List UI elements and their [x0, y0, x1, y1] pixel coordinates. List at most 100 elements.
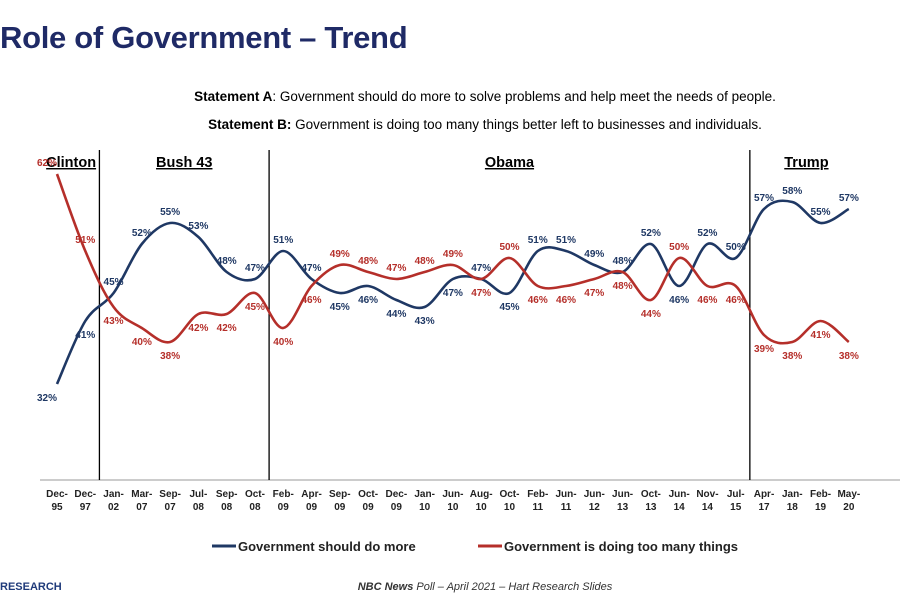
x-tick-label: Jun-12	[584, 489, 605, 513]
data-label: 52%	[641, 228, 661, 239]
x-tick-label: Sep-07	[159, 489, 181, 513]
x-tick-label: Jan-10	[414, 489, 435, 513]
statement-b-label: Statement B:	[208, 117, 292, 132]
data-label: 50%	[669, 242, 689, 253]
x-tick-label: Oct-10	[499, 489, 519, 513]
footer-source: NBC News Poll – April 2021 – Hart Resear…	[0, 581, 900, 593]
x-tick-label: Jan-02	[103, 489, 124, 513]
data-label: 52%	[697, 228, 717, 239]
data-label: 32%	[37, 393, 57, 404]
data-label: 55%	[811, 207, 831, 218]
data-label: 42%	[217, 323, 237, 334]
data-label: 47%	[471, 288, 491, 299]
research-logo: RESEARCH	[0, 581, 62, 593]
x-tick-label: Feb-09	[273, 489, 294, 513]
data-label: 51%	[528, 235, 548, 246]
data-label: 41%	[811, 330, 831, 341]
data-label: 47%	[245, 263, 265, 274]
legend-label: Government is doing too many things	[504, 539, 738, 554]
data-label: 46%	[669, 295, 689, 306]
data-label: 45%	[245, 302, 265, 313]
statement-a: Statement A: Government should do more t…	[0, 89, 900, 104]
data-label: 51%	[273, 235, 293, 246]
x-tick-label: Mar-07	[131, 489, 152, 513]
data-label: 58%	[782, 186, 802, 197]
data-label: 62%	[37, 158, 57, 169]
x-tick-label: Oct-13	[641, 489, 661, 513]
data-label: 48%	[613, 281, 633, 292]
era-label: Clinton	[46, 155, 96, 171]
legend-label: Government should do more	[238, 539, 416, 554]
x-tick-label: Apr-09	[301, 489, 322, 513]
statement-a-text: : Government should do more to solve pro…	[272, 89, 776, 104]
x-tick-label: Nov-14	[696, 489, 718, 513]
data-label: 47%	[584, 288, 604, 299]
x-tick-label: Oct-09	[358, 489, 378, 513]
footer-source-name: NBC News	[357, 581, 414, 593]
data-label: 38%	[839, 351, 859, 362]
x-tick-label: Jul-08	[190, 489, 208, 513]
data-label: 46%	[358, 295, 378, 306]
data-label: 40%	[132, 337, 152, 348]
statement-b-text: Government is doing too many things bett…	[291, 117, 762, 132]
x-tick-label: Dec-09	[386, 489, 408, 513]
data-label: 50%	[499, 242, 519, 253]
data-label: 46%	[726, 295, 746, 306]
data-label: 50%	[726, 242, 746, 253]
data-label: 39%	[754, 344, 774, 355]
data-label: 45%	[330, 302, 350, 313]
x-tick-label: Sep-08	[216, 489, 238, 513]
x-tick-label: Jun-11	[555, 489, 576, 513]
data-label: 46%	[302, 295, 322, 306]
data-label: 49%	[443, 249, 463, 260]
data-label: 52%	[132, 228, 152, 239]
data-label: 47%	[302, 263, 322, 274]
x-tick-label: Sep-09	[329, 489, 351, 513]
x-tick-label: Jun-14	[669, 489, 690, 513]
data-label: 38%	[782, 351, 802, 362]
data-label: 55%	[160, 207, 180, 218]
data-label: 42%	[188, 323, 208, 334]
data-label: 40%	[273, 337, 293, 348]
x-tick-label: Apr-17	[754, 489, 775, 513]
data-label: 44%	[641, 309, 661, 320]
x-tick-label: Feb-11	[527, 489, 548, 513]
x-tick-label: Dec-97	[74, 489, 96, 513]
data-label: 43%	[415, 316, 435, 327]
era-label: Bush 43	[156, 155, 212, 171]
page-title: Role of Government – Trend	[0, 20, 408, 55]
data-label: 46%	[556, 295, 576, 306]
data-label: 47%	[443, 288, 463, 299]
x-tick-label: Dec-95	[46, 489, 68, 513]
data-label: 38%	[160, 351, 180, 362]
x-tick-label: Feb-19	[810, 489, 831, 513]
footer-source-text: Poll – April 2021 – Hart Research Slides	[413, 581, 613, 593]
data-label: 43%	[104, 316, 124, 327]
x-tick-label: May-20	[837, 489, 860, 513]
data-label: 49%	[330, 249, 350, 260]
data-label: 47%	[471, 263, 491, 274]
data-label: 47%	[386, 263, 406, 274]
x-tick-label: Jan-18	[782, 489, 803, 513]
data-label: 45%	[104, 277, 124, 288]
era-label: Obama	[485, 155, 535, 171]
statement-a-label: Statement A	[194, 89, 273, 104]
data-label: 45%	[499, 302, 519, 313]
era-label: Trump	[784, 155, 828, 171]
x-tick-label: Jun-13	[612, 489, 633, 513]
data-label: 53%	[188, 221, 208, 232]
data-label: 46%	[697, 295, 717, 306]
x-tick-label: Oct-08	[245, 489, 265, 513]
data-label: 48%	[217, 256, 237, 267]
statement-b: Statement B: Government is doing too man…	[0, 117, 900, 132]
data-label: 44%	[386, 309, 406, 320]
data-label: 51%	[556, 235, 576, 246]
data-label: 41%	[75, 330, 95, 341]
data-label: 49%	[584, 249, 604, 260]
data-label: 57%	[754, 193, 774, 204]
x-tick-label: Jul-15	[727, 489, 745, 513]
x-tick-label: Jun-10	[442, 489, 463, 513]
data-label: 57%	[839, 193, 859, 204]
series-line-do-more	[55, 199, 850, 385]
